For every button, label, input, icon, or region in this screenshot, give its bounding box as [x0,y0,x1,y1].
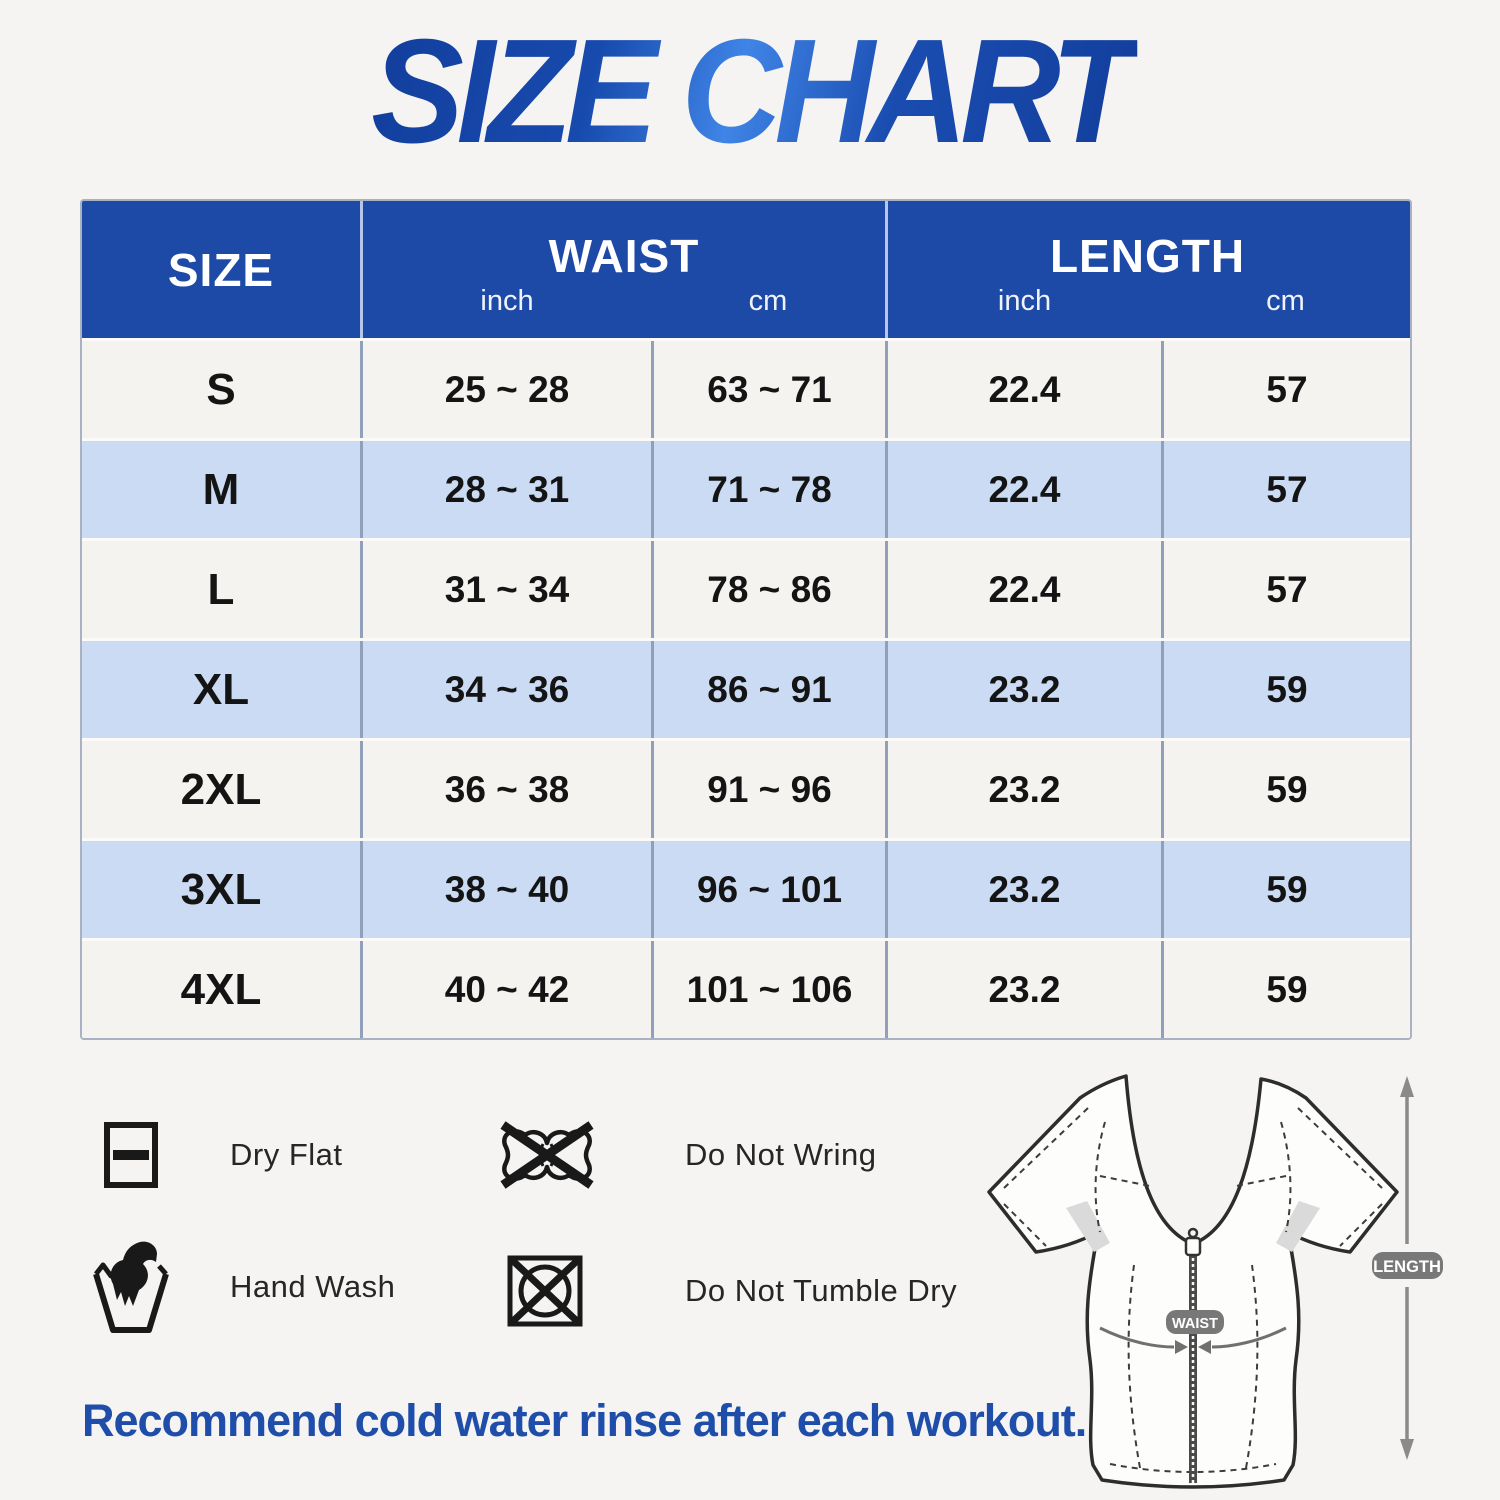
care-item-do-not-tumble-dry: Do Not Tumble Dry [495,1248,957,1334]
length-badge: LENGTH [1372,1252,1443,1279]
size-chart-table: SIZE WAIST inch cm LENGTH inch cm S 25 ~… [80,199,1412,1040]
care-label: Hand Wash [230,1269,396,1304]
col-header-length-label: LENGTH [1049,230,1246,282]
stitch-lines [1003,1107,1383,1473]
waist-inch-cell: 38 ~ 40 [360,841,651,938]
table-row: XL 34 ~ 36 86 ~ 91 23.2 59 [82,638,1410,738]
title-wrap: SIZE CHART [0,18,1500,180]
waist-cm-cell: 96 ~ 101 [651,841,885,938]
care-label: Do Not Tumble Dry [685,1273,958,1308]
waist-cm-cell: 86 ~ 91 [651,641,885,738]
length-inch-cell: 23.2 [885,941,1161,1038]
dry-flat-icon [100,1121,230,1189]
table-row: M 28 ~ 31 71 ~ 78 22.4 57 [82,438,1410,538]
size-cell: 4XL [180,964,262,1014]
length-badge-label: LENGTH [1373,1258,1441,1276]
underarm-panel-right [1276,1201,1320,1252]
care-item-hand-wash: Hand Wash [93,1238,396,1336]
hand-wash-icon [93,1240,230,1334]
waist-cm-cell: 78 ~ 86 [651,541,885,638]
do-not-wring-icon [495,1119,685,1191]
col-header-waist-label: WAIST [548,230,700,282]
care-label: Dry Flat [230,1137,343,1172]
length-cm-cell: 57 [1161,541,1410,638]
table-row: 4XL 40 ~ 42 101 ~ 106 23.2 59 [82,938,1410,1038]
table-row: S 25 ~ 28 63 ~ 71 22.4 57 [82,338,1410,438]
length-cm-cell: 57 [1161,341,1410,438]
unit-label-cm: cm [748,285,788,317]
footer-note: Recommend cold water rinse after each wo… [82,1395,1087,1446]
length-arrow [1400,1076,1414,1460]
length-cm-cell: 59 [1161,941,1410,1038]
zipper [1184,1227,1202,1483]
waist-inch-cell: 31 ~ 34 [360,541,651,638]
col-header-waist: WAIST inch cm [360,201,885,338]
unit-label-cm: cm [1266,285,1305,317]
care-item-do-not-wring: Do Not Wring [495,1112,877,1198]
col-header-size: SIZE [167,243,275,296]
size-cell: M [202,464,240,514]
length-inch-cell: 22.4 [885,541,1161,638]
waist-arrows [1099,1326,1287,1354]
waist-cm-cell: 101 ~ 106 [651,941,885,1038]
waist-badge: WAIST [1166,1310,1224,1334]
care-label: Do Not Wring [685,1137,877,1172]
length-cm-cell: 59 [1161,641,1410,738]
waist-inch-cell: 40 ~ 42 [360,941,651,1038]
waist-inch-cell: 28 ~ 31 [360,441,651,538]
page-title: SIZE CHART [362,18,1138,180]
length-inch-cell: 23.2 [885,641,1161,738]
do-not-tumble-dry-icon [495,1254,685,1328]
care-item-dry-flat: Dry Flat [100,1112,343,1198]
garment-illustration: WAIST LENGTH [987,1074,1443,1489]
size-cell: S [206,364,236,414]
length-cm-cell: 57 [1161,441,1410,538]
underarm-panel-left [1066,1201,1110,1252]
length-cm-cell: 59 [1161,841,1410,938]
waist-inch-cell: 36 ~ 38 [360,741,651,838]
length-inch-cell: 22.4 [885,341,1161,438]
table-row: 2XL 36 ~ 38 91 ~ 96 23.2 59 [82,738,1410,838]
length-inch-cell: 22.4 [885,441,1161,538]
size-cell: 3XL [180,864,262,914]
waist-inch-cell: 25 ~ 28 [360,341,651,438]
size-cell: XL [192,664,250,714]
length-inch-cell: 23.2 [885,741,1161,838]
size-cell: 2XL [180,764,262,814]
col-header-length: LENGTH inch cm [885,201,1407,338]
waist-units-row: inch cm [363,285,885,318]
waist-badge-label: WAIST [1172,1316,1218,1332]
waist-cm-cell: 63 ~ 71 [651,341,885,438]
table-row: L 31 ~ 34 78 ~ 86 22.4 57 [82,538,1410,638]
length-inch-cell: 23.2 [885,841,1161,938]
length-cm-cell: 59 [1161,741,1410,838]
unit-label-inch: inch [997,285,1052,317]
length-units-row: inch cm [888,285,1407,318]
waist-cm-cell: 91 ~ 96 [651,741,885,838]
waist-inch-cell: 34 ~ 36 [360,641,651,738]
unit-label-inch: inch [480,285,534,317]
table-header: SIZE WAIST inch cm LENGTH inch cm [82,201,1410,338]
table-row: 3XL 38 ~ 40 96 ~ 101 23.2 59 [82,838,1410,938]
size-cell: L [207,564,235,614]
waist-cm-cell: 71 ~ 78 [651,441,885,538]
